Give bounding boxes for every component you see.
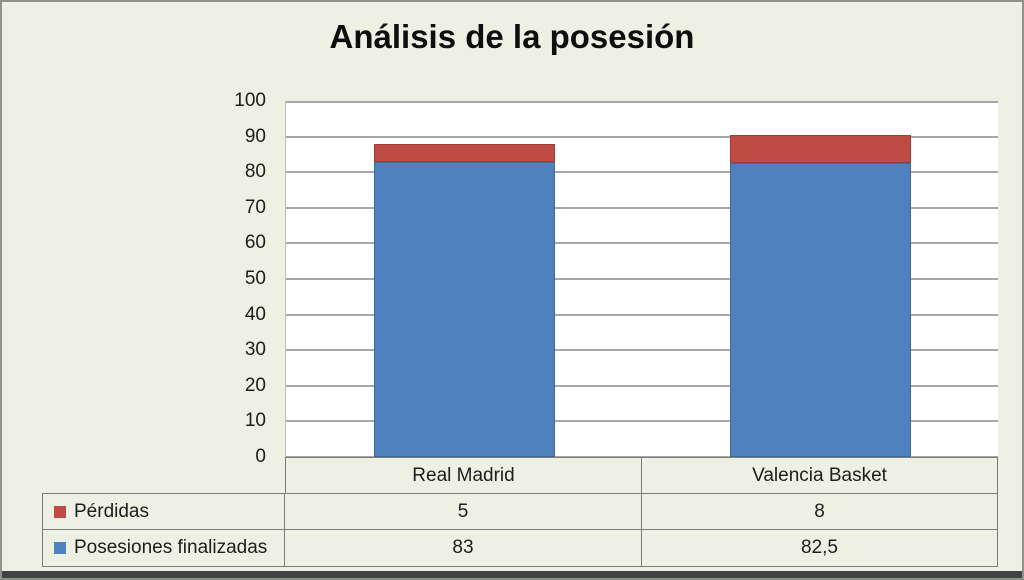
y-tick-label-80: 80	[244, 161, 266, 182]
plot-area	[285, 101, 998, 458]
table-value-posesiones-finalizadas-real-madrid: 83	[285, 530, 642, 566]
table-value-posesiones-finalizadas-valencia-basket: 82,5	[801, 537, 838, 558]
bar-segment-real-madrid-posesiones-finalizadas	[374, 162, 555, 457]
y-tick-label-70: 70	[244, 197, 266, 218]
legend-label: Pérdidas	[74, 500, 149, 522]
gridline-40	[286, 314, 998, 316]
y-tick-label-50: 50	[244, 268, 266, 289]
gridline-20	[286, 385, 998, 387]
bar-segment-valencia-basket-perdidas	[730, 135, 911, 163]
y-tick-label-40: 40	[244, 304, 266, 325]
y-tick-label-10: 10	[244, 410, 266, 431]
data-table: Pérdidas 5 8 Posesiones finalizadas 83 82,5	[42, 493, 998, 567]
y-tick-label-20: 20	[244, 375, 266, 396]
category-label-real-madrid: Real Madrid	[286, 458, 642, 493]
category-header-row: Real Madrid Valencia Basket	[285, 457, 998, 494]
bar-segment-valencia-basket-posesiones-finalizadas	[730, 163, 911, 457]
chart-title: Análisis de la posesión	[329, 18, 695, 55]
y-tick-label-100: 100	[234, 90, 266, 111]
gridline-50	[286, 278, 998, 280]
legend-marker-perdidas	[54, 505, 66, 518]
legend-cell-posesiones-finalizadas: Posesiones finalizadas	[43, 530, 285, 566]
gridline-70	[286, 207, 998, 209]
table-value-perdidas-valencia-basket: 8	[642, 494, 997, 530]
category-label-valencia-basket: Valencia Basket	[752, 464, 887, 486]
legend-cell-perdidas: Pérdidas	[43, 494, 285, 530]
legend-marker-posesiones-finalizadas	[54, 542, 66, 554]
y-tick-label-30: 30	[244, 339, 266, 360]
table-value-perdidas-real-madrid: 5	[285, 494, 642, 530]
bar-segment-real-madrid-perdidas	[374, 144, 555, 162]
y-tick-label-90: 90	[244, 126, 266, 147]
bottom-border-band	[2, 571, 1022, 578]
legend-label: Posesiones finalizadas	[74, 537, 268, 558]
y-tick-label-0: 0	[255, 446, 266, 467]
gridline-60	[286, 242, 998, 244]
gridline-80	[286, 171, 998, 173]
gridline-30	[286, 349, 998, 351]
y-tick-label-60: 60	[244, 232, 266, 253]
gridline-10	[286, 420, 998, 422]
gridline-90	[286, 136, 998, 138]
gridline-100	[286, 101, 998, 103]
